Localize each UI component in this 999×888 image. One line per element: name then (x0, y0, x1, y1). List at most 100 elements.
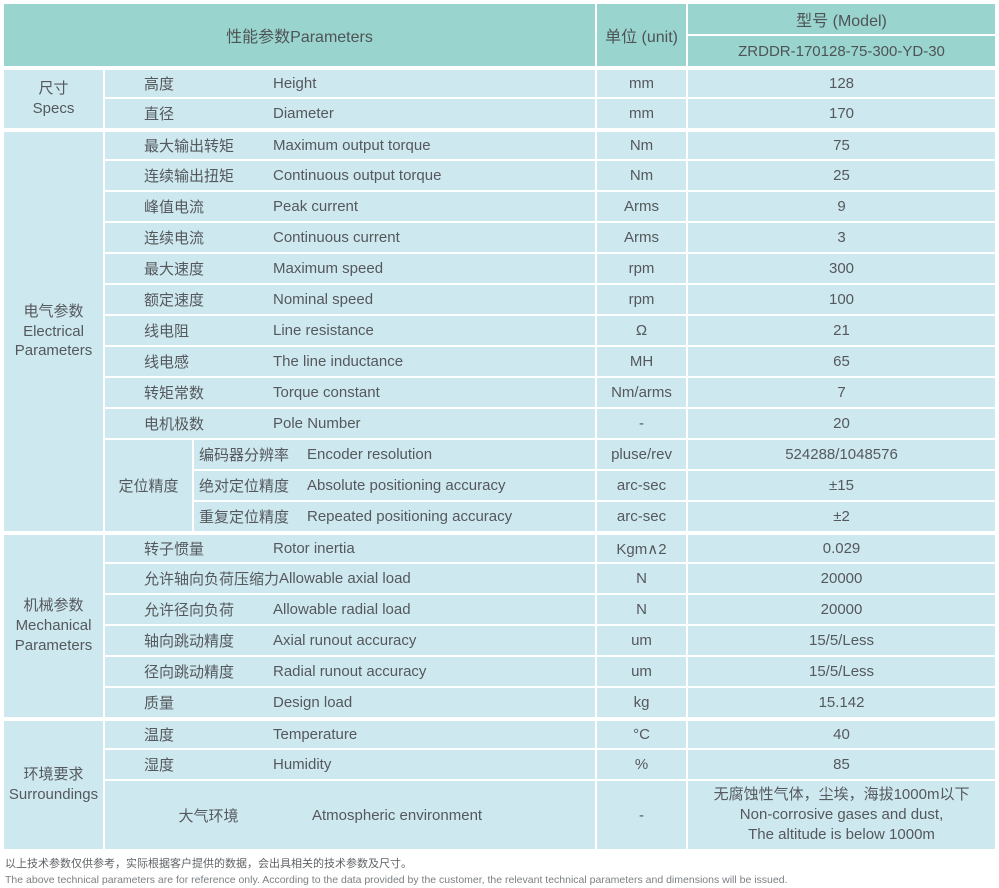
param-zh: 连续输出扭矩 (105, 165, 273, 186)
unit-cell: mm (597, 99, 686, 128)
value-cell: 20 (688, 409, 995, 438)
unit-cell: - (597, 781, 686, 849)
unit-cell: Nm (597, 161, 686, 190)
value-cell: 170 (688, 99, 995, 128)
param-zh: 线电阻 (105, 320, 273, 341)
header-model: 型号 (Model) (688, 4, 995, 34)
unit-cell: °C (597, 719, 686, 748)
value-cell: 85 (688, 750, 995, 779)
unit-cell: Nm (597, 130, 686, 159)
param-zh: 最大速度 (105, 258, 273, 279)
note-zh: 以上技术参数仅供参考，实际根据客户提供的数据，会出具相关的技术参数及尺寸。 (5, 856, 994, 873)
value-cell: 25 (688, 161, 995, 190)
value-cell: 21 (688, 316, 995, 345)
param-en: Diameter (273, 105, 595, 122)
param-en: Atmospheric environment (312, 807, 595, 824)
value-cell: 9 (688, 192, 995, 221)
param-zh: 线电感 (105, 351, 273, 372)
group-label-en: Specs (6, 99, 101, 119)
param-en: Maximum output torque (273, 137, 595, 154)
value-cell: 15/5/Less (688, 626, 995, 655)
unit-cell: kg (597, 688, 686, 717)
value-cell: 524288/1048576 (688, 440, 995, 469)
header-model-value: ZRDDR-170128-75-300-YD-30 (688, 36, 995, 66)
unit-cell: Arms (597, 192, 686, 221)
param-en: Encoder resolution (307, 446, 595, 463)
param-en: Humidity (273, 756, 595, 773)
group-label-en: Mechanical Parameters (6, 616, 101, 656)
param-zh: 温度 (105, 724, 273, 745)
value-cell: 20000 (688, 595, 995, 624)
param-zh: 连续电流 (105, 227, 273, 248)
unit-cell: Kgm∧2 (597, 533, 686, 562)
atmos-value-line: The altitude is below 1000m (688, 825, 995, 845)
param-zh: 允许径向负荷 (105, 599, 273, 620)
value-cell: 15/5/Less (688, 657, 995, 686)
param-en: Torque constant (273, 384, 595, 401)
param-en: Repeated positioning accuracy (307, 508, 595, 525)
unit-cell: arc-sec (597, 471, 686, 500)
unit-cell: rpm (597, 254, 686, 283)
param-en: Nominal speed (273, 291, 595, 308)
value-cell: 0.029 (688, 533, 995, 562)
value-cell: 无腐蚀性气体，尘埃，海拔1000m以下 Non-corrosive gases … (688, 781, 995, 849)
value-cell: ±2 (688, 502, 995, 531)
value-cell: 300 (688, 254, 995, 283)
value-cell: 75 (688, 130, 995, 159)
param-zh: 直径 (105, 103, 273, 124)
value-cell: 65 (688, 347, 995, 376)
param-zh: 峰值电流 (105, 196, 273, 217)
param-zh: 质量 (105, 692, 273, 713)
param-en: Pole Number (273, 415, 595, 432)
param-zh: 允许轴向负荷压缩力 (105, 568, 279, 589)
header-parameters: 性能参数Parameters (4, 4, 595, 66)
param-en: Continuous output torque (273, 167, 595, 184)
value-cell: 7 (688, 378, 995, 407)
param-en: Peak current (273, 198, 595, 215)
param-en: Design load (273, 694, 595, 711)
param-zh: 轴向跳动精度 (105, 630, 273, 651)
unit-cell: Ω (597, 316, 686, 345)
atmos-value-line: 无腐蚀性气体，尘埃，海拔1000m以下 (688, 785, 995, 805)
unit-cell: rpm (597, 285, 686, 314)
param-zh: 重复定位精度 (194, 506, 307, 527)
param-zh: 电机极数 (105, 413, 273, 434)
value-cell: 15.142 (688, 688, 995, 717)
param-en: Absolute positioning accuracy (307, 477, 595, 494)
unit-cell: mm (597, 68, 686, 97)
subgroup-positioning-accuracy: 定位精度 (105, 440, 192, 531)
unit-cell: N (597, 595, 686, 624)
group-label-zh: 电气参数 (6, 302, 101, 322)
